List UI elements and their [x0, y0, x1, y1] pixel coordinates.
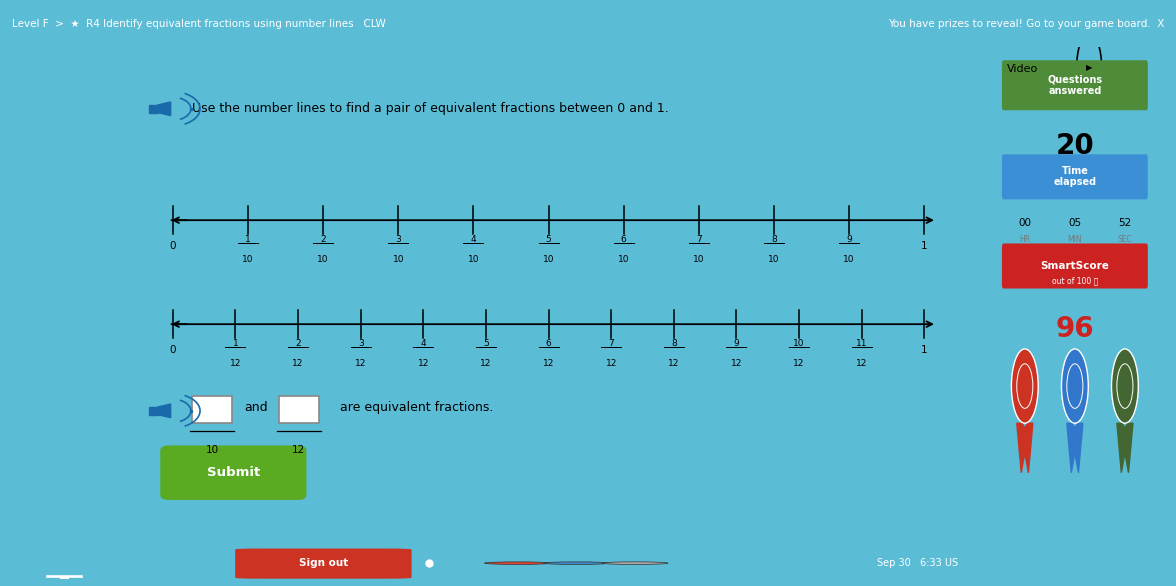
Text: Time
elapsed: Time elapsed	[1054, 166, 1096, 188]
Circle shape	[1111, 349, 1138, 423]
Text: 1: 1	[921, 345, 928, 355]
Text: 10: 10	[318, 255, 329, 264]
Text: 5: 5	[483, 339, 489, 348]
Text: 3: 3	[358, 339, 363, 348]
Text: 05: 05	[1068, 217, 1082, 228]
Text: 10: 10	[206, 445, 219, 455]
Text: Sign out: Sign out	[299, 558, 348, 568]
Polygon shape	[158, 404, 171, 418]
Text: 52: 52	[1118, 217, 1131, 228]
Text: are equivalent fractions.: are equivalent fractions.	[340, 401, 493, 414]
Text: 12: 12	[293, 445, 306, 455]
Text: SEC: SEC	[1117, 236, 1132, 244]
Bar	[148, 105, 158, 113]
Text: 6: 6	[621, 235, 627, 244]
Polygon shape	[1017, 423, 1033, 473]
Text: 12: 12	[229, 359, 241, 368]
Text: 10: 10	[468, 255, 479, 264]
Text: 2: 2	[295, 339, 301, 348]
Text: 0: 0	[169, 241, 176, 251]
FancyBboxPatch shape	[1002, 243, 1148, 288]
Text: MIN: MIN	[1068, 236, 1082, 244]
Text: 1: 1	[245, 235, 250, 244]
Text: Video: Video	[1007, 64, 1038, 74]
Text: 12: 12	[480, 359, 492, 368]
Polygon shape	[1117, 423, 1132, 473]
Polygon shape	[158, 102, 171, 115]
Text: 10: 10	[617, 255, 629, 264]
Text: 3: 3	[395, 235, 401, 244]
Text: 00: 00	[1018, 217, 1031, 228]
Text: You have prizes to reveal! Go to your game board.  X: You have prizes to reveal! Go to your ga…	[888, 19, 1164, 29]
Text: 10: 10	[843, 255, 855, 264]
Bar	[47, 576, 82, 577]
Text: 0: 0	[169, 345, 176, 355]
Polygon shape	[1067, 423, 1083, 473]
Text: 8: 8	[771, 235, 777, 244]
Text: 9: 9	[734, 339, 740, 348]
Text: out of 100 ⓘ: out of 100 ⓘ	[1051, 277, 1098, 285]
Text: 12: 12	[730, 359, 742, 368]
Text: 9: 9	[847, 235, 851, 244]
Text: 10: 10	[242, 255, 254, 264]
Text: 12: 12	[606, 359, 617, 368]
Text: 8: 8	[671, 339, 676, 348]
Text: 5: 5	[546, 235, 552, 244]
Text: 2: 2	[320, 235, 326, 244]
Text: 10: 10	[693, 255, 704, 264]
Text: 10: 10	[393, 255, 405, 264]
Text: 12: 12	[293, 359, 303, 368]
Text: SmartScore: SmartScore	[1041, 261, 1109, 271]
Text: 12: 12	[668, 359, 680, 368]
Text: 12: 12	[856, 359, 868, 368]
Text: Sep 30   6:33 US: Sep 30 6:33 US	[877, 558, 957, 568]
Text: 4: 4	[421, 339, 426, 348]
Text: HR: HR	[1020, 236, 1030, 244]
Text: Submit: Submit	[207, 466, 260, 479]
FancyBboxPatch shape	[1002, 60, 1148, 110]
Circle shape	[485, 562, 550, 564]
Text: 1: 1	[233, 339, 239, 348]
Text: 12: 12	[355, 359, 367, 368]
Text: Questions
answered: Questions answered	[1048, 74, 1102, 96]
Text: 7: 7	[608, 339, 614, 348]
FancyBboxPatch shape	[235, 548, 412, 579]
Text: ▶: ▶	[1085, 63, 1093, 72]
Text: Level F  >  ★  R4 Identify equivalent fractions using number lines   CLW: Level F > ★ R4 Identify equivalent fract…	[12, 19, 386, 29]
Text: 12: 12	[417, 359, 429, 368]
Text: 10: 10	[768, 255, 780, 264]
Text: Use the number lines to find a pair of equivalent fractions between 0 and 1.: Use the number lines to find a pair of e…	[192, 103, 669, 115]
Text: 1: 1	[921, 241, 928, 251]
Text: 96: 96	[1056, 315, 1094, 343]
Circle shape	[602, 562, 668, 564]
Bar	[148, 407, 158, 415]
Text: 12: 12	[794, 359, 804, 368]
Text: 10: 10	[543, 255, 554, 264]
Text: 7: 7	[696, 235, 702, 244]
FancyBboxPatch shape	[1002, 154, 1148, 199]
Text: 12: 12	[543, 359, 554, 368]
Bar	[279, 396, 319, 423]
Bar	[192, 396, 232, 423]
Circle shape	[1062, 349, 1088, 423]
FancyBboxPatch shape	[160, 445, 307, 500]
Text: 6: 6	[546, 339, 552, 348]
Text: 10: 10	[794, 339, 804, 348]
Text: 11: 11	[856, 339, 868, 348]
Bar	[60, 577, 69, 579]
Text: 4: 4	[470, 235, 476, 244]
Circle shape	[543, 562, 609, 564]
Circle shape	[1011, 349, 1038, 423]
Text: 20: 20	[1056, 132, 1094, 160]
Text: and: and	[245, 401, 268, 414]
